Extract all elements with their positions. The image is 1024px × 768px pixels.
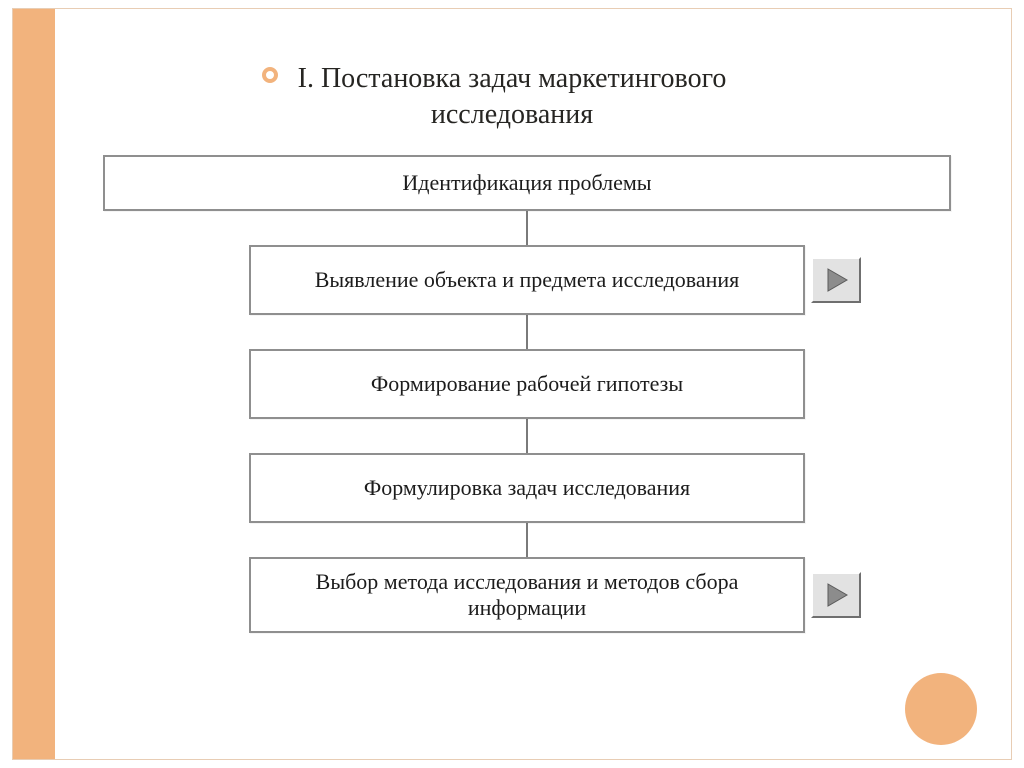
flow-step-1: Идентификация проблемы (103, 155, 951, 211)
flow-connector (526, 315, 528, 349)
flow-step-label: Выбор метода исследования и методов сбор… (261, 569, 793, 621)
slide-frame: I. Постановка задач маркетингового иссле… (12, 8, 1012, 760)
flow-step-label: Выявление объекта и предмета исследовани… (315, 267, 740, 293)
decorative-circle (905, 673, 977, 745)
slide-title: I. Постановка задач маркетингового иссле… (13, 61, 1011, 134)
flow-connector (526, 211, 528, 245)
play-button[interactable] (811, 572, 861, 618)
flow-step-label: Идентификация проблемы (402, 170, 651, 196)
flow-connector (526, 419, 528, 453)
flow-step-label: Формулировка задач исследования (364, 475, 690, 501)
flowchart: Идентификация проблемы Выявление объекта … (97, 155, 957, 633)
play-icon (821, 265, 851, 295)
flow-step-label: Формирование рабочей гипотезы (371, 371, 683, 397)
title-line-2: исследования (431, 99, 593, 130)
flow-connector (526, 523, 528, 557)
flow-step-2: Выявление объекта и предмета исследовани… (249, 245, 805, 315)
play-icon (821, 580, 851, 610)
flow-step-3: Формирование рабочей гипотезы (249, 349, 805, 419)
title-line-1: I. Постановка задач маркетингового (298, 63, 727, 94)
flow-step-4: Формулировка задач исследования (249, 453, 805, 523)
bullet-ring-icon (262, 67, 278, 83)
play-button[interactable] (811, 257, 861, 303)
flow-step-5: Выбор метода исследования и методов сбор… (249, 557, 805, 633)
